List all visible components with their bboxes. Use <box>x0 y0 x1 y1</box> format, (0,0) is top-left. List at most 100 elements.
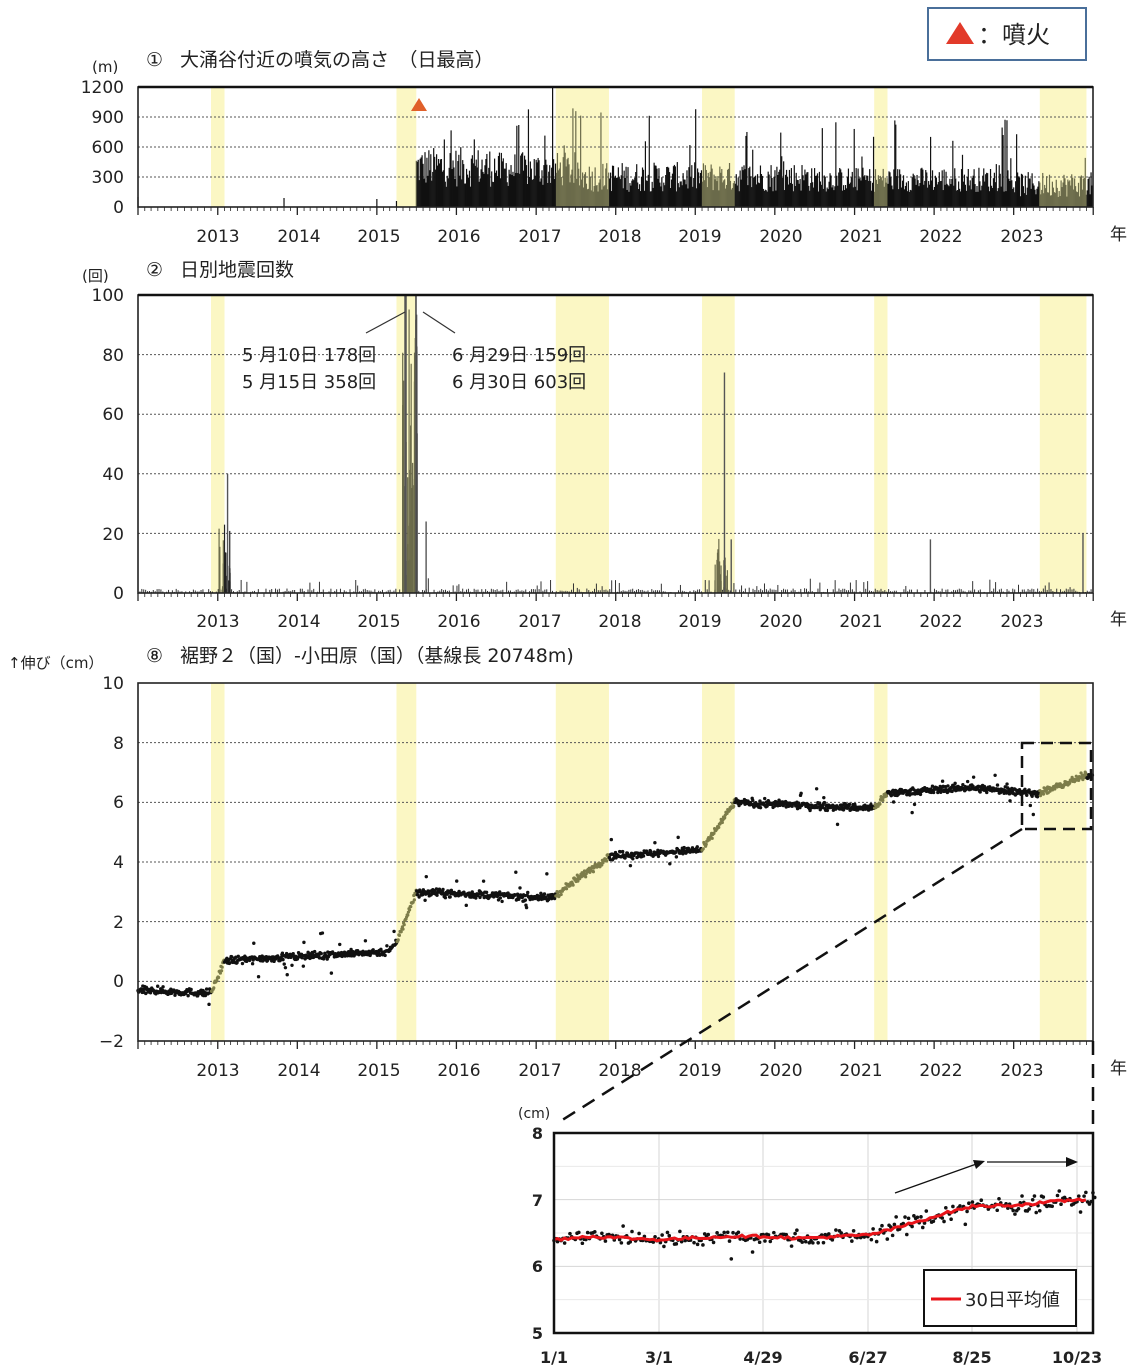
x-tick-label: 2015 <box>357 1061 400 1081</box>
baseline-point <box>601 861 605 865</box>
inset-point <box>816 1240 820 1245</box>
y-tick-label: 80 <box>102 346 124 366</box>
inset-x-ticks: 1/1 3/1 4/29 6/27 8/25 10/23 <box>540 1348 1102 1367</box>
plume-title: 大涌谷付近の噴気の高さ （日最高） <box>180 49 494 71</box>
inset-point <box>1013 1212 1017 1216</box>
baseline-point <box>484 890 489 895</box>
inset-point <box>580 1241 585 1246</box>
inset-point <box>851 1228 856 1233</box>
quake-bars <box>137 295 1092 593</box>
baseline-point <box>411 900 415 904</box>
baseline-point <box>520 895 525 900</box>
baseline-point <box>552 896 557 901</box>
y-tick-label: 4 <box>113 853 124 873</box>
x-tick-label: 2014 <box>277 612 320 632</box>
inset-point <box>555 1239 560 1244</box>
inset-point <box>637 1231 641 1236</box>
inset-point <box>789 1244 794 1248</box>
baseline-point <box>280 951 285 955</box>
baseline-point <box>971 775 976 779</box>
baseline-point <box>910 810 914 815</box>
x-tick-label: 2021 <box>839 227 882 247</box>
baseline-point <box>319 951 323 956</box>
inset-point <box>1084 1190 1088 1195</box>
baseline-point <box>649 849 653 854</box>
x-tick-label: 2016 <box>437 1061 480 1081</box>
inset-unit: (cm) <box>518 1106 550 1122</box>
annotation-leader-left <box>365 311 406 334</box>
baseline-point <box>545 872 549 876</box>
baseline-point <box>397 933 402 937</box>
inset-point <box>592 1230 597 1234</box>
baseline-point <box>946 784 950 788</box>
inset-point <box>826 1232 831 1236</box>
inset-point <box>568 1231 572 1236</box>
inset-point <box>1041 1195 1046 1199</box>
baseline-point <box>329 971 334 975</box>
baseline-point <box>712 831 716 835</box>
inset-point <box>603 1239 608 1243</box>
baseline-point <box>773 804 777 808</box>
inset-point <box>892 1222 897 1227</box>
baseline-point <box>822 800 827 805</box>
baseline-unit: ↑伸び（cm） <box>8 654 103 672</box>
baseline-point <box>412 898 416 902</box>
inset-point <box>715 1231 719 1235</box>
x-tick-label: 2019 <box>678 227 721 247</box>
y-tick-label: 6 <box>532 1257 543 1276</box>
baseline-point <box>1005 782 1009 786</box>
baseline-point <box>455 879 459 883</box>
x-tick-label: 2021 <box>839 612 882 632</box>
x-tick-label: 2018 <box>598 612 641 632</box>
baseline-point <box>375 953 380 957</box>
eruption-legend-marker <box>946 22 974 44</box>
inset-point <box>951 1204 955 1209</box>
baseline-point <box>464 903 468 908</box>
inset-point <box>695 1242 700 1247</box>
baseline-point <box>250 955 254 959</box>
inset-point <box>795 1228 799 1232</box>
x-tick-label: 2018 <box>598 1061 641 1081</box>
baseline-point <box>564 887 569 891</box>
highlight-band <box>874 295 888 593</box>
inset-point <box>585 1230 590 1235</box>
baseline-point <box>517 897 521 901</box>
baseline-panel: ↑伸び（cm） ⑧ 裾野２（国）-小田原（国）（基線長 20748m) 10 8… <box>8 645 1127 1130</box>
inset-point <box>772 1230 776 1235</box>
y-tick-label: 300 <box>92 168 124 188</box>
baseline-point <box>993 773 997 777</box>
highlight-band <box>1039 295 1087 593</box>
baseline-point <box>338 942 342 947</box>
baseline-point <box>1077 778 1081 783</box>
inset-point <box>834 1228 838 1232</box>
baseline-dots <box>136 770 1095 1007</box>
baseline-point <box>282 962 286 966</box>
inset-point <box>1032 1194 1037 1198</box>
inset-point <box>683 1238 687 1243</box>
baseline-point <box>363 939 368 943</box>
inset-point <box>727 1239 732 1243</box>
baseline-point <box>204 987 209 991</box>
inset-point <box>910 1224 914 1229</box>
baseline-point <box>402 923 406 927</box>
y-tick-label: 20 <box>102 525 124 545</box>
y-tick-label: 1200 <box>81 78 124 98</box>
baseline-point <box>424 874 428 879</box>
inset-y-ticks: 8 7 6 5 <box>532 1124 543 1343</box>
x-tick-label: 10/23 <box>1052 1348 1102 1367</box>
baseline-point <box>676 835 680 840</box>
baseline-point <box>965 779 970 784</box>
baseline-point <box>518 886 522 890</box>
inset-point <box>763 1239 767 1243</box>
inset-point <box>706 1232 711 1237</box>
baseline-point <box>320 931 325 935</box>
x-tick-label: 2013 <box>196 612 239 632</box>
baseline-point <box>216 975 221 980</box>
baseline-point <box>514 870 518 874</box>
baseline-point <box>406 913 410 917</box>
baseline-point <box>995 783 1000 787</box>
x-tick-label: 2020 <box>759 612 802 632</box>
baseline-point <box>215 978 219 983</box>
y-tick-label: 8 <box>532 1124 543 1143</box>
trend-arrow-flat-head <box>1066 1157 1078 1167</box>
